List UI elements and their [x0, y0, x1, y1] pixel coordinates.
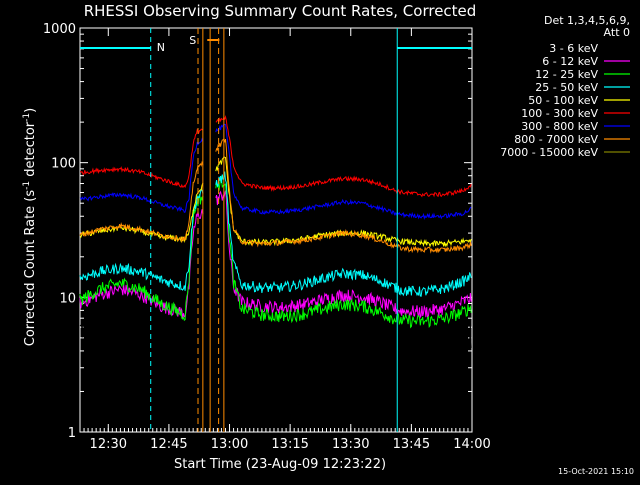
- x-tick-label: 12:30: [90, 437, 127, 452]
- legend-label: 100 - 300 keV: [521, 107, 598, 120]
- x-tick-label: 13:00: [211, 437, 248, 452]
- y-tick-label: 10: [59, 291, 76, 306]
- y-axis-label: Corrected Count Rate (s-1 detector-1): [22, 108, 38, 346]
- saa-label: S: [189, 34, 196, 47]
- series-line-3: [215, 171, 472, 297]
- series-line-6: [215, 123, 472, 220]
- x-tick-label: 12:45: [150, 437, 187, 452]
- series-line-2: [215, 174, 472, 329]
- series-line-6: [79, 137, 204, 213]
- legend-label: 300 - 800 keV: [521, 120, 598, 133]
- y-axis-label-exp2: -1: [22, 113, 32, 122]
- plot-frame: [79, 27, 473, 433]
- series-line-3: [79, 188, 204, 291]
- series-line-2: [79, 193, 204, 322]
- y-tick-label: 1000: [43, 22, 76, 37]
- x-axis-label: Start Time (23-Aug-09 12:23:22): [174, 457, 386, 472]
- series-line-1: [215, 190, 472, 319]
- x-tick-label: 13:30: [332, 437, 369, 452]
- x-tick-label: 13:15: [271, 437, 308, 452]
- legend-label: 12 - 25 keV: [535, 68, 598, 81]
- legend-label: 25 - 50 keV: [535, 81, 598, 94]
- series-line-0: [79, 230, 204, 368]
- night-label: N: [157, 41, 165, 54]
- series-line-5: [215, 115, 472, 198]
- x-tick-label: 13:45: [393, 437, 430, 452]
- series-line-7: [215, 137, 472, 254]
- legend-label: 3 - 6 keV: [549, 42, 598, 55]
- legend-label: 50 - 100 keV: [528, 94, 598, 107]
- plot-area: 1 10 100 1000 12:30 12:45 13:00 13:15 13:30 13:45…: [43, 22, 491, 452]
- legend-label: 6 - 12 keV: [542, 55, 598, 68]
- y-axis-label-exp1: -1: [22, 181, 32, 190]
- legend-label: 7000 - 15000 keV: [500, 146, 598, 159]
- series-line-5: [80, 128, 204, 189]
- generation-timestamp: 15-Oct-2021 15:10: [558, 467, 634, 476]
- y-axis-label-end: ): [23, 108, 38, 113]
- legend-label: 800 - 7000 keV: [514, 133, 598, 146]
- series-line-7: [79, 160, 204, 244]
- y-axis-label-main: Corrected Count Rate (s: [23, 190, 38, 347]
- legend-header-attenuator: Att 0: [604, 26, 630, 39]
- y-axis-label-mid: detector: [23, 121, 38, 181]
- x-tick-label: 14:00: [453, 437, 490, 452]
- legend-header-detectors: Det 1,3,4,5,6,9,: [544, 14, 630, 27]
- series-line-4: [215, 155, 472, 248]
- series-line-0: [215, 221, 472, 383]
- chart-title: RHESSI Observing Summary Count Rates, Co…: [84, 2, 477, 20]
- y-tick-label: 100: [51, 157, 76, 172]
- y-tick-label: 1: [68, 426, 76, 441]
